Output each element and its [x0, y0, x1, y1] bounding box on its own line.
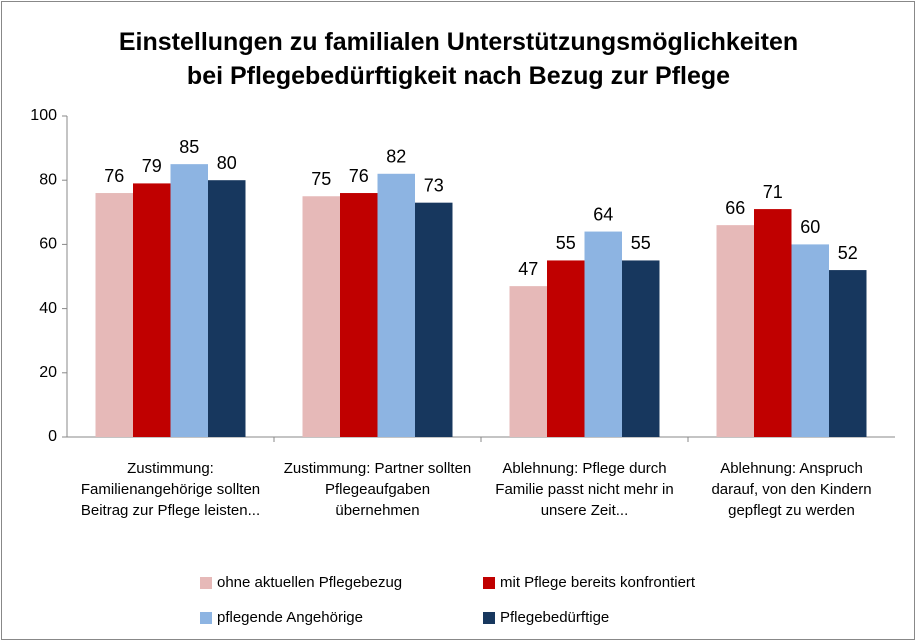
bar: [547, 260, 585, 437]
bar: [95, 193, 133, 437]
legend-label: mit Pflege bereits konfrontiert: [500, 574, 696, 591]
bar: [584, 231, 622, 437]
data-label: 76: [104, 166, 124, 186]
y-tick-label: 80: [39, 171, 57, 188]
bar: [302, 196, 340, 437]
data-label: 71: [763, 182, 783, 202]
data-label: 52: [838, 243, 858, 263]
x-tick-label: Ablehnung: Anspruch darauf, von den Kind…: [711, 460, 872, 519]
bar: [208, 180, 246, 437]
y-tick-label: 60: [39, 236, 57, 253]
y-tick-label: 0: [48, 428, 57, 445]
data-label: 55: [631, 233, 651, 253]
chart-title: bei Pflegebedürftigkeit nach Bezug zur P…: [186, 62, 731, 90]
data-label: 47: [518, 259, 538, 279]
bar: [509, 286, 547, 437]
bar: [377, 173, 415, 437]
bar: [754, 209, 792, 437]
bar: [133, 183, 171, 437]
y-tick-label: 40: [39, 300, 57, 317]
data-label: 64: [593, 204, 613, 224]
bar: [829, 270, 867, 437]
y-tick-label: 20: [39, 364, 57, 381]
data-label: 66: [725, 198, 745, 218]
bar: [415, 202, 453, 437]
data-label: 82: [386, 147, 406, 167]
x-tick-label: Ablehnung: Pflege durch Familie passt ni…: [495, 460, 674, 519]
legend-swatch: [200, 577, 212, 589]
bar: [791, 244, 829, 437]
bar: [340, 193, 378, 437]
legend-label: ohne aktuellen Pflegebezug: [217, 574, 402, 591]
bar: [716, 225, 754, 437]
legend-swatch: [483, 577, 495, 589]
bar: [170, 164, 208, 437]
data-label: 85: [179, 137, 199, 157]
data-label: 76: [349, 166, 369, 186]
data-label: 79: [142, 156, 162, 176]
data-label: 73: [424, 175, 444, 195]
data-label: 75: [311, 169, 331, 189]
legend-label: pflegende Angehörige: [217, 609, 363, 626]
bar: [622, 260, 660, 437]
data-label: 80: [217, 153, 237, 173]
legend-swatch: [200, 612, 212, 624]
data-label: 60: [800, 217, 820, 237]
legend-label: Pflegebedürftige: [500, 609, 609, 626]
legend-swatch: [483, 612, 495, 624]
data-label: 55: [556, 233, 576, 253]
chart-title: Einstellungen zu familialen Unterstützun…: [118, 28, 799, 56]
x-tick-label: Zustimmung: Partner sollten Pflegeaufgab…: [283, 460, 472, 519]
y-tick-label: 100: [30, 107, 57, 124]
x-tick-label: Zustimmung: Familienangehörige sollten B…: [80, 460, 261, 519]
